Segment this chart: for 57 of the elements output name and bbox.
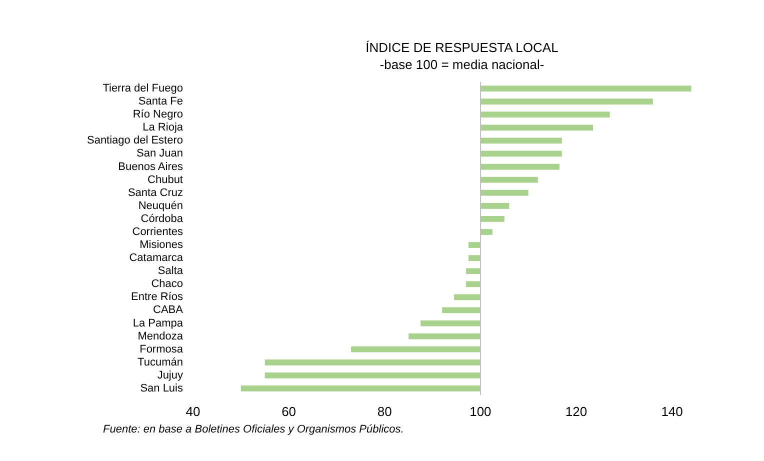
y-tick-label: Misiones	[140, 239, 184, 252]
bar	[468, 242, 480, 248]
bar	[264, 359, 480, 366]
bar	[454, 294, 480, 300]
bar	[442, 307, 480, 314]
x-tick-label: 140	[661, 404, 683, 419]
y-tick-label: La Pampa	[132, 317, 184, 330]
y-tick-label: Chaco	[151, 278, 183, 290]
bar	[480, 112, 610, 118]
y-tick-label: Santa Cruz	[128, 186, 183, 199]
bar	[466, 268, 480, 274]
x-tick-label: 100	[470, 404, 492, 419]
x-tick-label: 60	[282, 404, 296, 419]
y-tick-label: Catamarca	[129, 252, 184, 264]
bar	[480, 164, 560, 170]
bar	[480, 176, 538, 183]
bar	[466, 281, 480, 288]
y-tick-label: Entre Ríos	[131, 291, 184, 304]
x-tick-label: 120	[565, 404, 588, 419]
y-tick-label: Santa Fe	[138, 96, 183, 108]
chart-title: ÍNDICE DE RESPUESTA LOCAL	[366, 40, 558, 55]
x-tick-label: 40	[186, 404, 200, 419]
bar	[351, 346, 480, 352]
y-tick-label: Mendoza	[138, 330, 184, 342]
y-tick-label: San Luis	[140, 382, 184, 394]
bar	[264, 372, 480, 378]
bar	[480, 150, 562, 157]
bar	[468, 255, 480, 261]
y-tick-label: Corrientes	[132, 226, 184, 238]
bar	[420, 320, 480, 326]
bar	[240, 386, 480, 392]
x-tick-label: 80	[377, 404, 392, 419]
bar	[480, 216, 504, 222]
y-tick-label: San Juan	[136, 148, 183, 160]
chart-subtitle: -base 100 = media nacional-	[380, 57, 544, 72]
y-tick-label: Córdoba	[140, 212, 184, 225]
bar	[480, 138, 562, 144]
bar	[480, 86, 692, 92]
y-tick-label: Salta	[158, 265, 184, 278]
bar	[480, 229, 492, 235]
y-tick-label: CABA	[153, 304, 184, 316]
bar	[480, 98, 653, 104]
y-tick-label: La Rioja	[142, 122, 184, 134]
bar	[480, 190, 528, 196]
y-tick-label: Neuquén	[138, 200, 183, 212]
bar	[408, 333, 480, 340]
y-tick-label: Río Negro	[132, 108, 183, 121]
bar	[480, 202, 510, 209]
y-tick-label: Formosa	[140, 343, 184, 356]
y-tick-label: Chubut	[148, 174, 183, 186]
bar	[480, 124, 594, 131]
y-tick-label: Buenos Aires	[118, 160, 184, 173]
y-tick-label: Santiago del Estero	[86, 134, 183, 147]
y-tick-label: Tierra del Fuego	[102, 82, 183, 95]
y-tick-label: Jujuy	[157, 369, 184, 382]
y-tick-label: Tucumán	[138, 356, 183, 368]
source-note: Fuente: en base a Boletines Oficiales y Organismos Públicos.	[103, 424, 404, 436]
